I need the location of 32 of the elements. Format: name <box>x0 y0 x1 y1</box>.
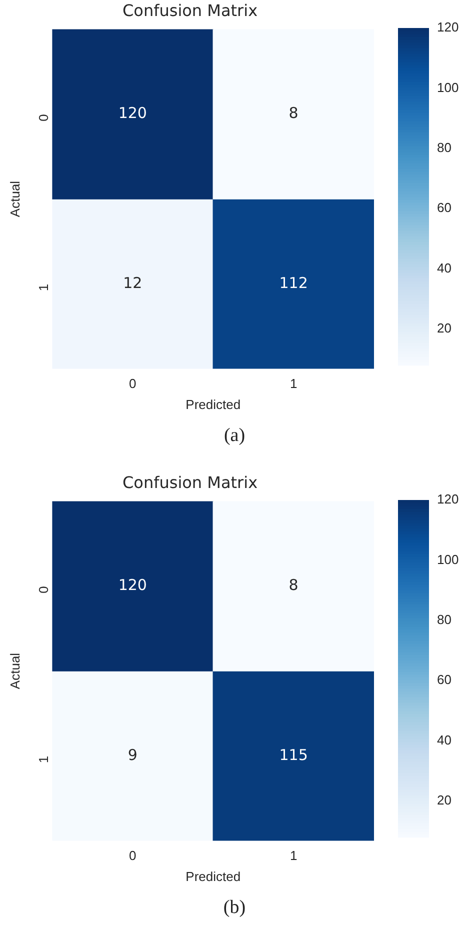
y-tick-label: 0 <box>36 114 51 122</box>
color-bar-label: 100 <box>437 552 459 567</box>
color-bar-label: 120 <box>437 20 459 35</box>
data-label: 8 <box>288 576 298 594</box>
text: (a) <box>222 425 246 447</box>
text: (b) <box>222 897 247 919</box>
color-bar-label: 120 <box>437 492 459 507</box>
color-bar-label: 60 <box>437 200 452 216</box>
color-bar-label: 40 <box>437 260 452 276</box>
color-bar-label: 20 <box>437 792 452 808</box>
chart-title: Confusion Matrix <box>122 472 258 492</box>
color-bar-label: 60 <box>437 672 452 688</box>
x-axis-title: Predicted <box>186 396 241 412</box>
y-tick-label: 1 <box>36 284 51 292</box>
data-label: 12 <box>123 274 142 292</box>
data-label: 112 <box>279 274 308 292</box>
color-bar-label: 80 <box>437 140 452 155</box>
y-tick-label: 1 <box>36 756 51 764</box>
color-bar-label: 40 <box>437 732 452 748</box>
color-bar-label: 20 <box>437 320 452 336</box>
data-label: 120 <box>118 104 147 122</box>
color-bar-label: 100 <box>437 80 459 95</box>
y-tick-label: 0 <box>36 586 51 594</box>
color-bar-label: 80 <box>437 612 452 627</box>
data-label: 8 <box>288 104 298 122</box>
y-axis-title: Actual <box>7 652 22 690</box>
data-label: 120 <box>118 576 147 594</box>
data-label: 9 <box>128 746 138 764</box>
data-label: 115 <box>279 746 308 764</box>
y-axis-title: Actual <box>7 180 22 218</box>
x-axis-title: Predicted <box>186 868 241 884</box>
chart-title: Confusion Matrix <box>122 0 258 20</box>
